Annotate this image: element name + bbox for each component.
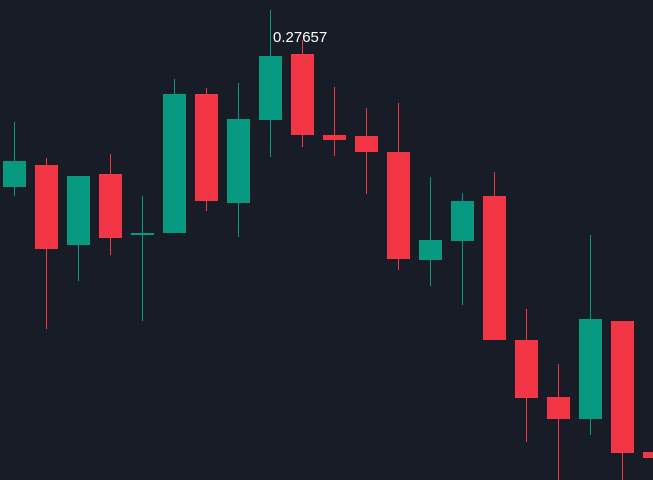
candle-body[interactable]	[67, 176, 90, 245]
candle-wick	[334, 87, 335, 156]
candle-body[interactable]	[547, 397, 570, 419]
candle-body[interactable]	[451, 201, 474, 241]
candle-wick	[14, 122, 15, 196]
candle-body[interactable]	[99, 174, 122, 238]
candle-wick	[462, 193, 463, 305]
candle-body[interactable]	[515, 340, 538, 398]
candle-wick	[430, 177, 431, 286]
candle-body[interactable]	[579, 319, 602, 419]
candle-wick	[142, 196, 143, 321]
candle-body[interactable]	[35, 165, 58, 249]
candle-body[interactable]	[611, 321, 634, 453]
candle-body[interactable]	[259, 56, 282, 120]
candle-body[interactable]	[163, 94, 186, 233]
candle-body[interactable]	[355, 136, 378, 152]
candle-body[interactable]	[419, 240, 442, 260]
candle-body[interactable]	[3, 161, 26, 187]
candle-body[interactable]	[291, 54, 314, 135]
candle-body[interactable]	[131, 233, 154, 235]
candle-body[interactable]	[195, 94, 218, 201]
max-price-label: 0.27657	[273, 29, 328, 46]
candle-body[interactable]	[323, 135, 346, 140]
candle-body[interactable]	[387, 152, 410, 259]
candle-wick	[558, 364, 559, 480]
candle-body[interactable]	[227, 119, 250, 203]
candle-body[interactable]	[483, 196, 506, 340]
candle-body[interactable]	[643, 452, 653, 458]
